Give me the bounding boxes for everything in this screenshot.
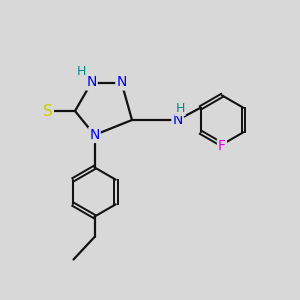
Text: H: H [175, 102, 185, 115]
Text: F: F [218, 139, 226, 153]
Text: N: N [172, 113, 183, 127]
Text: N: N [116, 76, 127, 89]
Text: N: N [89, 128, 100, 142]
Text: N: N [86, 76, 97, 89]
Text: H: H [77, 65, 87, 78]
Text: S: S [43, 103, 53, 118]
